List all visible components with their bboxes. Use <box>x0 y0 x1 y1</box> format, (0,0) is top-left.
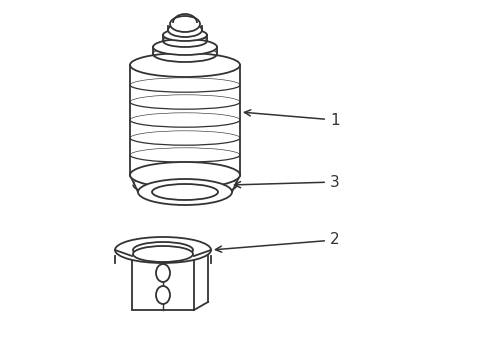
Ellipse shape <box>152 184 218 200</box>
Ellipse shape <box>156 286 170 304</box>
Text: 1: 1 <box>245 110 340 127</box>
Ellipse shape <box>170 16 200 32</box>
Ellipse shape <box>163 29 207 41</box>
Text: 2: 2 <box>216 233 340 252</box>
Ellipse shape <box>153 39 217 55</box>
Ellipse shape <box>138 179 232 205</box>
Ellipse shape <box>130 53 240 77</box>
Ellipse shape <box>156 264 170 282</box>
Text: 3: 3 <box>235 175 340 189</box>
Ellipse shape <box>133 242 193 258</box>
Ellipse shape <box>133 246 193 262</box>
Ellipse shape <box>115 237 211 263</box>
Polygon shape <box>132 256 194 310</box>
Ellipse shape <box>168 23 202 37</box>
Ellipse shape <box>130 162 240 188</box>
